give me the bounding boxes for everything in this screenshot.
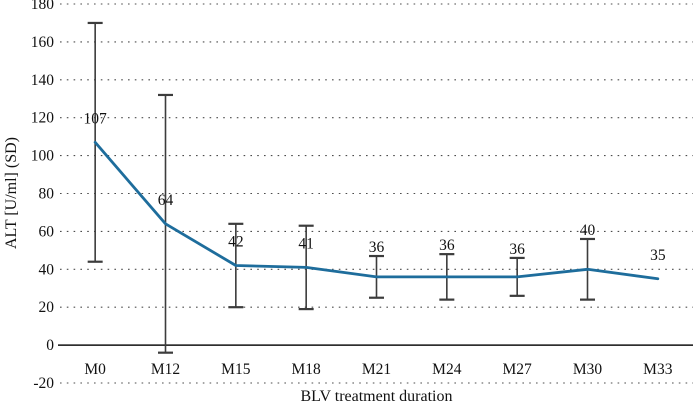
data-point-label: 36 <box>439 237 455 254</box>
x-tick-label: M18 <box>292 361 322 378</box>
x-tick-label: M30 <box>573 361 603 378</box>
x-axis-title: BLV treatment duration <box>300 388 453 405</box>
x-tick-label: M27 <box>503 361 533 378</box>
y-tick-label: 40 <box>39 261 55 278</box>
y-tick-label: 140 <box>31 72 55 89</box>
data-point-label: 36 <box>509 241 525 258</box>
x-tick-label: M15 <box>221 361 251 378</box>
data-point-label: 107 <box>84 110 108 127</box>
y-tick-label: 0 <box>46 337 54 354</box>
y-tick-label: 100 <box>31 148 55 165</box>
data-point-label: 64 <box>158 192 174 209</box>
data-point-label: 36 <box>369 239 385 256</box>
y-tick-label: 20 <box>39 299 55 316</box>
y-tick-label: -20 <box>33 375 54 392</box>
data-point-label: 40 <box>580 222 596 239</box>
data-point-label: 41 <box>298 235 314 252</box>
data-point-label: 35 <box>650 247 666 264</box>
y-tick-label: 180 <box>31 0 55 13</box>
y-tick-label: 120 <box>31 110 55 127</box>
x-tick-label: M33 <box>643 361 673 378</box>
y-tick-label: 80 <box>39 186 55 203</box>
data-point-label: 42 <box>228 234 244 251</box>
x-tick-label: M12 <box>151 361 180 378</box>
x-tick-label: M0 <box>84 361 106 378</box>
series-line <box>93 140 660 281</box>
x-tick-label: M24 <box>432 361 462 378</box>
x-tick-label: M21 <box>362 361 391 378</box>
y-tick-label: 60 <box>39 223 55 240</box>
y-tick-label: 160 <box>31 34 55 51</box>
